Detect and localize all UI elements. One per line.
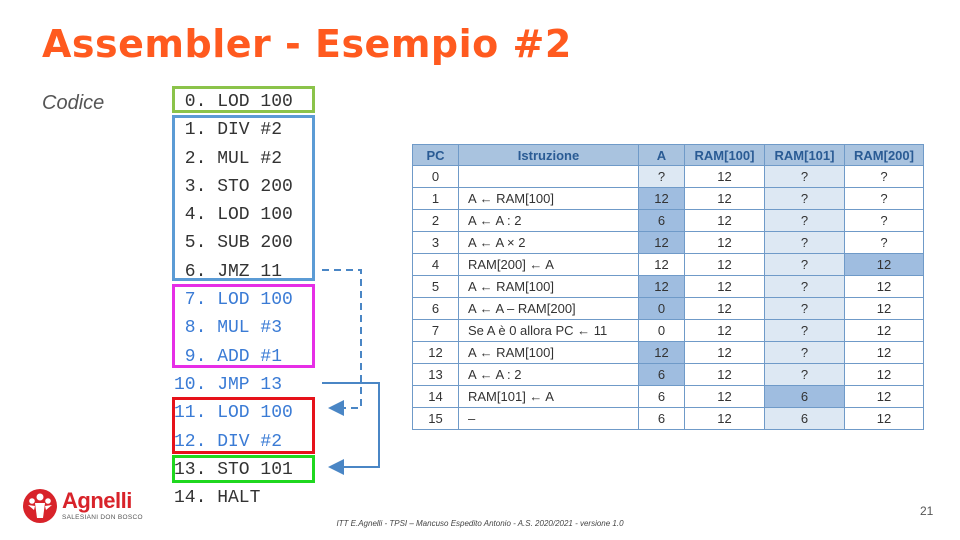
logo-name: Agnelli [62, 488, 132, 514]
cell-ist: A ← A – RAM[200] [459, 298, 639, 320]
cell-a: ? [639, 166, 685, 188]
header-ram200: RAM[200] [845, 145, 924, 166]
cell-r101: ? [765, 166, 845, 188]
cell-pc: 4 [413, 254, 459, 276]
cell-r100: 12 [685, 320, 765, 342]
cell-pc: 15 [413, 408, 459, 430]
cell-r200: ? [845, 210, 924, 232]
cell-r101: ? [765, 188, 845, 210]
table-row: 2A ← A : 2 6 12?? [413, 210, 924, 232]
cell-r200: ? [845, 188, 924, 210]
cell-pc: 3 [413, 232, 459, 254]
cell-r200: 12 [845, 276, 924, 298]
cell-r101: ? [765, 364, 845, 386]
header-pc: PC [413, 145, 459, 166]
table-header-row: PC Istruzione A RAM[100] RAM[101] RAM[20… [413, 145, 924, 166]
cell-a: 6 [639, 386, 685, 408]
cell-a: 12 [639, 342, 685, 364]
cell-r200: 12 [845, 254, 924, 276]
cell-ist: A ← A : 2 [459, 364, 639, 386]
cell-r100: 12 [685, 166, 765, 188]
cell-r200: 12 [845, 342, 924, 364]
cell-r101: ? [765, 254, 845, 276]
cell-ist: Se A è 0 allora PC ← 11 [459, 320, 639, 342]
table-row: 7 Se A è 0 allora PC ← 11 0 12? 12 [413, 320, 924, 342]
cell-r200: ? [845, 166, 924, 188]
cell-a: 0 [639, 320, 685, 342]
cell-r100: 12 [685, 210, 765, 232]
cell-a: 12 [639, 254, 685, 276]
cell-ist: RAM[101] ← A [459, 386, 639, 408]
cell-r101: ? [765, 320, 845, 342]
cell-ist: A ← RAM[100] [459, 342, 639, 364]
cell-ist: A ← RAM[100] [459, 276, 639, 298]
cell-r100: 12 [685, 254, 765, 276]
cell-pc: 7 [413, 320, 459, 342]
cell-r200: 12 [845, 386, 924, 408]
cell-a: 6 [639, 210, 685, 232]
jmp-arrow [322, 383, 379, 467]
cell-r100: 12 [685, 232, 765, 254]
cell-pc: 6 [413, 298, 459, 320]
cell-r101: ? [765, 342, 845, 364]
cell-a: 6 [639, 408, 685, 430]
trace-table: PC Istruzione A RAM[100] RAM[101] RAM[20… [412, 144, 924, 430]
cell-r100: 12 [685, 342, 765, 364]
cell-r100: 12 [685, 188, 765, 210]
footer-text: ITT E.Agnelli - TPSI – Mancuso Espedito … [0, 519, 960, 528]
trace-table-wrap: PC Istruzione A RAM[100] RAM[101] RAM[20… [412, 144, 924, 430]
cell-r200: 12 [845, 298, 924, 320]
cell-ist: RAM[200] ← A [459, 254, 639, 276]
cell-r200: ? [845, 232, 924, 254]
cell-r100: 12 [685, 386, 765, 408]
cell-pc: 12 [413, 342, 459, 364]
cell-pc: 1 [413, 188, 459, 210]
cell-r200: 12 [845, 364, 924, 386]
jmz-arrow [322, 270, 361, 408]
cell-r100: 12 [685, 276, 765, 298]
cell-r101: 6 [765, 408, 845, 430]
cell-ist: A ← A × 2 [459, 232, 639, 254]
cell-ist: A ← RAM[100] [459, 188, 639, 210]
cell-a: 0 [639, 298, 685, 320]
header-ram101: RAM[101] [765, 145, 845, 166]
cell-r100: 12 [685, 364, 765, 386]
cell-pc: 0 [413, 166, 459, 188]
table-row: 6A ← A – RAM[200] 0 12? 12 [413, 298, 924, 320]
cell-r100: 12 [685, 298, 765, 320]
cell-r200: 12 [845, 320, 924, 342]
page-number: 21 [920, 504, 933, 518]
cell-a: 12 [639, 188, 685, 210]
table-row: 4 RAM[200] ← A 12 12? 12 [413, 254, 924, 276]
cell-ist [459, 166, 639, 188]
cell-ist: – [459, 408, 639, 430]
cell-r101: ? [765, 276, 845, 298]
cell-pc: 14 [413, 386, 459, 408]
cell-pc: 5 [413, 276, 459, 298]
table-row: 14 RAM[101] ← A 6 12 6 12 [413, 386, 924, 408]
table-row: 15–6 12 6 12 [413, 408, 924, 430]
cell-a: 12 [639, 232, 685, 254]
header-ram100: RAM[100] [685, 145, 765, 166]
cell-r101: 6 [765, 386, 845, 408]
header-istruzione: Istruzione [459, 145, 639, 166]
cell-r200: 12 [845, 408, 924, 430]
header-a: A [639, 145, 685, 166]
cell-r101: ? [765, 232, 845, 254]
table-row: 12 A ← RAM[100] 12 12? 12 [413, 342, 924, 364]
cell-r101: ? [765, 298, 845, 320]
cell-r100: 12 [685, 408, 765, 430]
table-row: 0? 12?? [413, 166, 924, 188]
cell-ist: A ← A : 2 [459, 210, 639, 232]
cell-a: 12 [639, 276, 685, 298]
cell-r101: ? [765, 210, 845, 232]
cell-pc: 13 [413, 364, 459, 386]
cell-pc: 2 [413, 210, 459, 232]
cell-a: 6 [639, 364, 685, 386]
table-row: 13 A ← A : 2 6 12? 12 [413, 364, 924, 386]
